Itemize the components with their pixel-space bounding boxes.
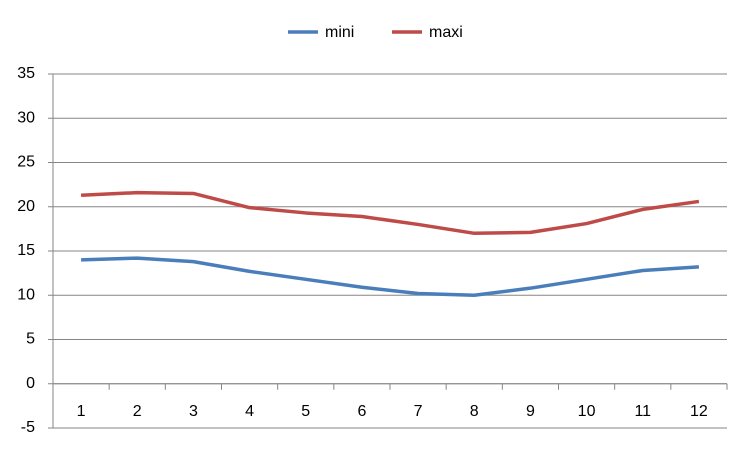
y-tick-label: 0 xyxy=(26,375,35,392)
y-tick-label: 20 xyxy=(17,198,35,215)
data-line xyxy=(81,190,700,236)
x-tick-label: 3 xyxy=(189,403,198,420)
x-tick-label: 1 xyxy=(77,403,86,420)
y-tick-label: -5 xyxy=(21,419,35,436)
x-tick-label: 2 xyxy=(133,403,142,420)
legend-label: mini xyxy=(325,24,354,41)
x-tick-label: 11 xyxy=(634,403,651,420)
y-tick-label: 10 xyxy=(17,286,35,303)
x-tick-label: 5 xyxy=(301,403,310,420)
data-line xyxy=(81,256,700,297)
x-tick-label: 7 xyxy=(414,403,423,420)
y-tick-label: 35 xyxy=(17,65,35,82)
x-tick-label: 10 xyxy=(578,403,596,420)
y-tick-label: 25 xyxy=(17,154,35,171)
y-tick-label: 15 xyxy=(17,242,35,259)
x-tick-label: 12 xyxy=(690,403,708,420)
x-tick-label: 8 xyxy=(470,403,479,420)
x-tick-label: 4 xyxy=(245,403,254,420)
x-tick-label: 6 xyxy=(357,403,366,420)
y-tick-label: 5 xyxy=(26,331,35,348)
x-tick-label: 9 xyxy=(526,403,535,420)
y-tick-label: 30 xyxy=(17,109,35,126)
legend-label: maxi xyxy=(429,24,463,41)
